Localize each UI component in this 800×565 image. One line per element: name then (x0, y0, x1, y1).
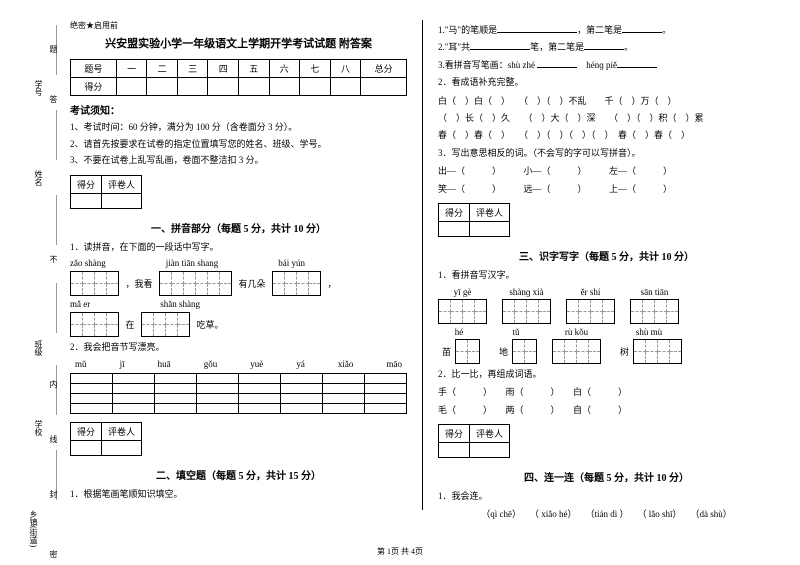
q2-1: 1．根据笔画笔顺知识填空。 (70, 488, 407, 502)
q1-1: 1．读拼音，在下面的一段话中写字。 (70, 241, 407, 255)
margin-da: 答 (48, 95, 59, 103)
margin-xuexiao: 学校 (33, 420, 44, 436)
right-column: 1."马"的笔顺是，第二笔是。 2."耳"共笔，第二笔是。 3.看拼音写笔画：s… (428, 20, 785, 555)
margin-mi: 密 (48, 550, 59, 558)
margin-xian: 线 (48, 435, 59, 443)
margin-xiang: 乡镇(街道) (28, 510, 39, 547)
score-table: 题号一二三四五六七八总分 得分 (70, 59, 407, 96)
exam-title: 兴安盟实验小学一年级语文上学期开学考试试题 附答案 (70, 35, 407, 51)
tian-grid[interactable] (70, 271, 119, 296)
section-1-title: 一、拼音部分（每题 5 分，共计 10 分） (70, 220, 407, 235)
section-3-title: 三、识字写字（每题 5 分，共计 10 分） (438, 248, 775, 263)
margin-nei: 内 (48, 380, 59, 388)
section-2-title: 二、填空题（每题 5 分，共计 15 分） (70, 467, 407, 482)
margin-xingming: 姓名 (33, 170, 44, 186)
margin-ti: 题 (48, 45, 59, 53)
scorebox-3: 得分评卷人 (438, 203, 510, 237)
scorebox-4: 得分评卷人 (438, 424, 510, 458)
page-footer: 第 1页 共 4页 (377, 546, 423, 557)
section-4-title: 四、连一连（每题 5 分，共计 10 分） (438, 469, 775, 484)
scorebox-2: 得分评卷人 (70, 422, 142, 456)
secret-label: 绝密★启用前 (70, 20, 407, 31)
margin-bu: 不 (48, 255, 59, 263)
margin-xuehao: 学号 (33, 80, 44, 96)
margin-banji: 班级 (33, 340, 44, 356)
q1-2: 2．我会把音节写漂亮。 (70, 341, 407, 355)
writing-grid[interactable] (70, 373, 407, 414)
margin-feng: 封 (48, 490, 59, 498)
left-column: 绝密★启用前 兴安盟实验小学一年级语文上学期开学考试试题 附答案 题号一二三四五… (60, 20, 417, 555)
scorebox-1: 得分评卷人 (70, 175, 142, 209)
notice-head: 考试须知： (70, 102, 407, 117)
